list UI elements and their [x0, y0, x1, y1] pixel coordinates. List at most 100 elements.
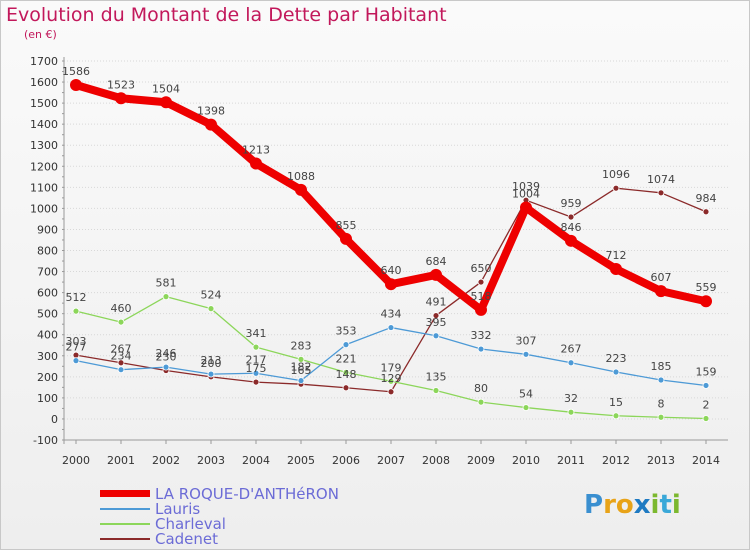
data-point	[117, 366, 125, 374]
data-point	[297, 377, 305, 385]
chart-title: Evolution du Montant de la Dette par Hab…	[6, 4, 447, 26]
data-point	[387, 324, 395, 331]
x-tick-label: 2003	[197, 454, 225, 467]
data-point	[520, 201, 532, 214]
y-tick-label: 1200	[30, 160, 58, 173]
data-label: 518	[471, 290, 492, 303]
y-tick-label: 1000	[30, 202, 58, 215]
data-label: 185	[651, 360, 672, 373]
data-point	[702, 382, 710, 389]
data-label: 246	[156, 347, 177, 360]
data-point	[432, 387, 440, 394]
data-point	[655, 285, 667, 298]
data-label: 650	[471, 262, 492, 275]
x-tick-label: 2004	[242, 454, 270, 467]
data-point	[342, 369, 350, 376]
data-label: 1096	[602, 168, 630, 181]
data-point	[702, 208, 710, 216]
data-point	[610, 263, 622, 276]
x-tick-label: 2006	[332, 454, 360, 467]
data-point	[117, 359, 125, 367]
data-label: 491	[426, 296, 447, 309]
y-tick-label: 1300	[30, 139, 58, 152]
data-label: 277	[66, 341, 87, 354]
data-point	[702, 415, 710, 422]
data-label: 684	[426, 255, 447, 268]
data-label: 135	[426, 371, 447, 384]
data-label: 1213	[242, 144, 270, 157]
data-label: 182	[291, 361, 312, 374]
data-label: 8	[658, 397, 665, 410]
data-label: 353	[336, 325, 357, 338]
data-point	[385, 278, 397, 291]
data-label: 175	[246, 362, 267, 375]
data-point	[295, 183, 307, 196]
data-label: 223	[606, 352, 627, 365]
data-label: 1504	[152, 82, 180, 95]
data-point	[567, 359, 575, 367]
data-label: 179	[381, 361, 402, 374]
data-label: 1088	[287, 170, 315, 183]
data-point	[565, 234, 577, 247]
data-label: 303	[66, 335, 87, 348]
y-tick-label: 200	[37, 371, 58, 384]
x-tick-label: 2011	[557, 454, 585, 467]
x-tick-label: 2000	[62, 454, 90, 467]
data-label: 607	[651, 271, 672, 284]
y-tick-label: 100	[37, 392, 58, 405]
data-label: 234	[111, 350, 132, 363]
legend-swatch-charleval	[100, 522, 150, 525]
data-point	[430, 268, 442, 281]
data-label: 559	[696, 281, 717, 294]
data-point	[252, 369, 260, 377]
y-tick-label: 0	[51, 413, 58, 426]
data-label: 15	[609, 396, 623, 409]
data-point	[297, 355, 305, 363]
data-label: 846	[561, 221, 582, 234]
legend-swatch-lauris	[100, 507, 150, 510]
data-label: 32	[564, 392, 578, 405]
data-point	[657, 189, 665, 197]
data-point	[477, 345, 485, 353]
data-label: 512	[66, 291, 87, 304]
data-label: 395	[426, 316, 447, 329]
data-point	[567, 213, 575, 221]
data-label: 221	[336, 352, 357, 365]
data-label: 1074	[647, 173, 675, 186]
data-label: 581	[156, 277, 177, 290]
data-point	[72, 307, 80, 315]
x-tick-label: 2001	[107, 454, 135, 467]
chart-subtitle: (en €)	[24, 28, 57, 41]
data-label: 80	[474, 382, 488, 395]
y-tick-label: 400	[37, 329, 58, 342]
y-tick-label: 1700	[30, 55, 58, 68]
data-label: 712	[606, 249, 627, 262]
y-tick-label: 600	[37, 287, 58, 300]
data-point	[205, 118, 217, 131]
legend-swatch-cadenet	[100, 537, 150, 540]
data-label: 267	[111, 343, 132, 356]
data-label: 2	[703, 399, 710, 412]
data-label: 1586	[62, 65, 90, 78]
data-label: 283	[291, 339, 312, 352]
data-label: 129	[381, 372, 402, 385]
y-tick-label: -100	[33, 434, 58, 447]
legend-item-roque: LA ROQUE-D'ANTHéRON	[100, 485, 339, 503]
x-tick-label: 2008	[422, 454, 450, 467]
data-point	[477, 278, 485, 286]
data-point	[342, 384, 350, 392]
data-label: 1004	[512, 188, 540, 201]
data-label: 217	[246, 353, 267, 366]
data-label: 54	[519, 388, 533, 401]
legend-item-charleval: Charleval	[100, 515, 226, 533]
x-tick-label: 2002	[152, 454, 180, 467]
x-tick-label: 2009	[467, 454, 495, 467]
data-point	[432, 312, 440, 319]
data-label: 159	[696, 365, 717, 378]
data-point	[160, 96, 172, 109]
data-label: 165	[291, 364, 312, 377]
data-point	[162, 293, 170, 301]
y-tick-label: 500	[37, 308, 58, 321]
legend-item-cadenet: Cadenet	[100, 530, 218, 548]
data-point	[162, 363, 170, 371]
